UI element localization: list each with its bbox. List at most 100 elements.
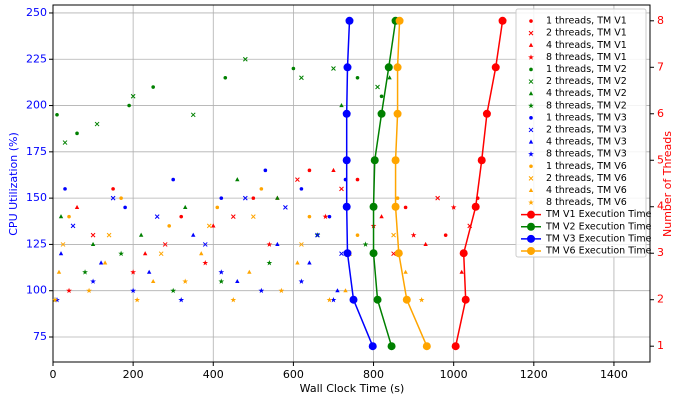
point <box>170 287 177 294</box>
point <box>90 232 96 238</box>
point <box>218 269 225 275</box>
point <box>395 16 404 25</box>
legend-label: 2 threads, TM V3 <box>546 124 627 135</box>
legend-label: TM V1 Execution Time <box>545 209 652 220</box>
point <box>134 296 140 303</box>
point <box>154 214 160 219</box>
point <box>63 187 67 191</box>
point <box>299 242 304 247</box>
legend-marker <box>528 54 534 60</box>
legend-label: 4 threads, TM V6 <box>546 185 627 196</box>
point <box>82 269 88 275</box>
point <box>60 242 66 247</box>
point <box>70 223 76 229</box>
point <box>150 278 156 284</box>
point <box>123 205 127 210</box>
point <box>315 232 320 238</box>
y-tick-label: 250 <box>26 6 47 19</box>
legend-label: 8 threads, TM V2 <box>546 100 627 111</box>
x-tick-label: 1200 <box>520 368 548 381</box>
x-tick-label: 1000 <box>440 368 468 381</box>
point <box>355 233 360 237</box>
point <box>299 187 304 191</box>
point <box>307 260 312 265</box>
point <box>410 232 417 238</box>
legend-label: TM V3 Execution Time <box>545 233 652 244</box>
execution-time-line <box>391 16 431 351</box>
y-tick-label: 225 <box>26 52 47 65</box>
point <box>291 66 296 71</box>
y-tick-label: 100 <box>26 284 47 297</box>
point <box>119 196 123 200</box>
point <box>384 63 393 72</box>
legend-marker <box>528 42 534 47</box>
y2-tick-label: 5 <box>657 153 664 166</box>
point <box>223 75 228 80</box>
point <box>251 196 256 200</box>
point <box>283 205 288 210</box>
legend-marker <box>528 102 534 109</box>
point <box>377 109 386 118</box>
point <box>278 287 285 294</box>
legend-label: 2 threads, TM V2 <box>546 76 627 87</box>
point <box>242 195 248 201</box>
point <box>307 214 312 219</box>
point <box>191 232 196 237</box>
point <box>330 296 337 303</box>
point <box>491 63 500 72</box>
plot-frame <box>52 4 651 363</box>
point <box>422 342 431 351</box>
legend-label: 1 threads, TM V6 <box>546 161 627 172</box>
point <box>90 241 96 247</box>
point <box>55 113 59 117</box>
point <box>275 241 280 247</box>
point <box>215 205 220 210</box>
point <box>130 287 136 294</box>
execution-time-line <box>342 16 377 351</box>
point <box>345 16 354 25</box>
legend-marker <box>528 30 534 36</box>
point <box>418 296 425 303</box>
point <box>342 156 351 165</box>
point <box>393 109 402 118</box>
y-tick-label: 200 <box>26 99 47 112</box>
point <box>74 204 80 209</box>
legend-label: 2 threads, TM V1 <box>546 28 627 39</box>
point <box>202 259 209 266</box>
x-tick-label: 0 <box>50 368 57 381</box>
point <box>219 196 224 200</box>
point <box>342 109 351 118</box>
point <box>339 103 344 108</box>
point <box>275 195 280 200</box>
point <box>58 251 64 256</box>
x-tick-label: 800 <box>363 368 384 381</box>
point <box>118 250 124 257</box>
point <box>335 288 340 293</box>
point <box>327 214 332 219</box>
point <box>459 249 468 258</box>
point <box>343 249 352 258</box>
point <box>230 296 237 303</box>
point <box>362 241 369 247</box>
point <box>322 213 329 220</box>
point <box>355 177 360 182</box>
point <box>146 269 152 274</box>
point <box>259 187 264 191</box>
point <box>98 260 104 265</box>
point <box>394 249 403 258</box>
point <box>218 278 225 284</box>
point <box>111 187 115 191</box>
x-tick-label: 400 <box>203 368 224 381</box>
legend-label: 1 threads, TM V3 <box>546 112 627 123</box>
x-tick-label: 1400 <box>600 368 628 381</box>
y2-tick-label: 4 <box>657 200 664 213</box>
point <box>342 202 351 211</box>
point <box>355 75 360 80</box>
legend-marker <box>528 91 534 96</box>
point <box>331 167 336 172</box>
point <box>482 109 491 118</box>
legend-marker <box>527 246 535 255</box>
point <box>66 287 72 294</box>
point <box>298 278 305 284</box>
point <box>443 233 448 237</box>
